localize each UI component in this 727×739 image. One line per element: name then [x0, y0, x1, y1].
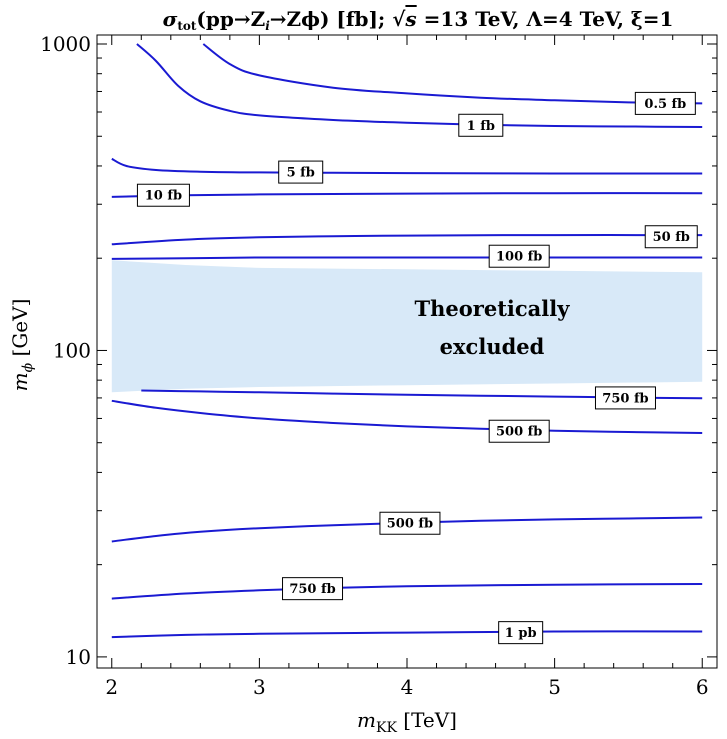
contour-label-text: 100 fb [496, 250, 542, 265]
contour-label-box [458, 113, 504, 137]
contour-label-box [136, 183, 190, 207]
contour-label-5-fb: 5 fb [278, 160, 324, 184]
x-tick-label: 4 [401, 675, 414, 699]
contour-label-text: 500 fb [496, 425, 542, 440]
y-tick-label: 1000 [40, 32, 91, 56]
contour-line-10-fb [111, 192, 703, 198]
contour-label-100-fb: 100 fb [488, 244, 550, 268]
contour-label-500-fb: 500 fb [488, 419, 550, 443]
contour-label-box [488, 419, 550, 443]
title-process-end: →Zϕ) [fb]; [270, 7, 392, 31]
contour-label-text: 750 fb [289, 582, 335, 597]
y-tick-label: 10 [66, 645, 91, 669]
contour-line-0.5-fb [202, 43, 703, 105]
ylabel-sub: ϕ [20, 362, 36, 372]
title-process: (pp→Z [196, 7, 265, 31]
excluded-label-line2: excluded [440, 334, 545, 359]
contour-label-box [379, 511, 441, 535]
title-sub: tot [177, 19, 197, 33]
xlabel-m: m [357, 708, 376, 732]
axis-ticks: 2 3 4 5 6 10 100 1000 [40, 32, 717, 699]
contour-label-box [278, 160, 324, 184]
x-tick-label: 3 [253, 675, 266, 699]
contour-label-text: 0.5 fb [644, 97, 686, 112]
contour-label-box [498, 621, 544, 645]
chart-title: σtot(pp→Zi→Zϕ) [fb]; √s =13 TeV, Λ=4 TeV… [163, 7, 674, 33]
contour-line-5-fb [111, 157, 703, 175]
contour-label-text: 500 fb [387, 517, 433, 532]
ylabel-m: m [8, 372, 32, 391]
contour-label-text: 50 fb [653, 230, 690, 245]
contour-line-50-fb [111, 234, 703, 246]
contour-label-1-fb: 1 fb [458, 113, 504, 137]
contour-label-50-fb: 50 fb [644, 225, 698, 249]
contour-label-text: 750 fb [602, 391, 648, 406]
contour-label-box [594, 386, 656, 410]
x-axis-label: mKK [TeV] [357, 708, 457, 736]
contour-label-500-fb: 500 fb [379, 511, 441, 535]
contour-label-750-fb: 750 fb [594, 386, 656, 410]
excluded-label-line1: Theoretically [415, 296, 571, 321]
xlabel-sub: KK [376, 720, 397, 736]
title-s: s [404, 7, 416, 31]
excluded-region [111, 260, 703, 393]
contour-line-100-fb [111, 256, 703, 260]
contour-label-box [644, 225, 698, 249]
contour-label-box [488, 244, 550, 268]
y-axis-label: mϕ [GeV] [8, 299, 36, 392]
contour-label-0.5-fb: 0.5 fb [634, 91, 696, 115]
contour-label-750-fb: 750 fb [282, 577, 344, 601]
contour-label-text: 1 pb [505, 626, 537, 641]
title-process-sub: i [265, 19, 270, 33]
contour-label-text: 1 fb [467, 119, 495, 134]
ylabel-unit: [GeV] [8, 299, 32, 363]
contour-line-750-fb [111, 583, 703, 600]
y-tick-label: 100 [53, 338, 91, 362]
contour-label-box [634, 91, 696, 115]
contour-label-text: 10 fb [145, 189, 182, 204]
contour-line-500-fb [111, 399, 703, 434]
contour-lines [111, 43, 703, 639]
contour-labels: 0.5 fb 1 fb 5 fb 10 fb 50 fb 100 fb 750 fb 500 … [136, 91, 698, 645]
contour-label-10-fb: 10 fb [136, 183, 190, 207]
contour-line-1-pb [111, 630, 703, 639]
contour-line-1-fb [136, 43, 703, 128]
title-rest: =13 TeV, Λ=4 TeV, ξ=1 [417, 7, 674, 31]
xlabel-unit: [TeV] [397, 708, 457, 732]
title-sigma: σ [163, 7, 178, 31]
contour-label-1-pb: 1 pb [498, 621, 544, 645]
contour-label-text: 5 fb [287, 166, 315, 181]
contour-label-box [282, 577, 344, 601]
title-sqrt: √ [392, 7, 406, 31]
x-tick-label: 6 [696, 675, 709, 699]
x-tick-label: 5 [548, 675, 561, 699]
x-tick-label: 2 [105, 675, 118, 699]
